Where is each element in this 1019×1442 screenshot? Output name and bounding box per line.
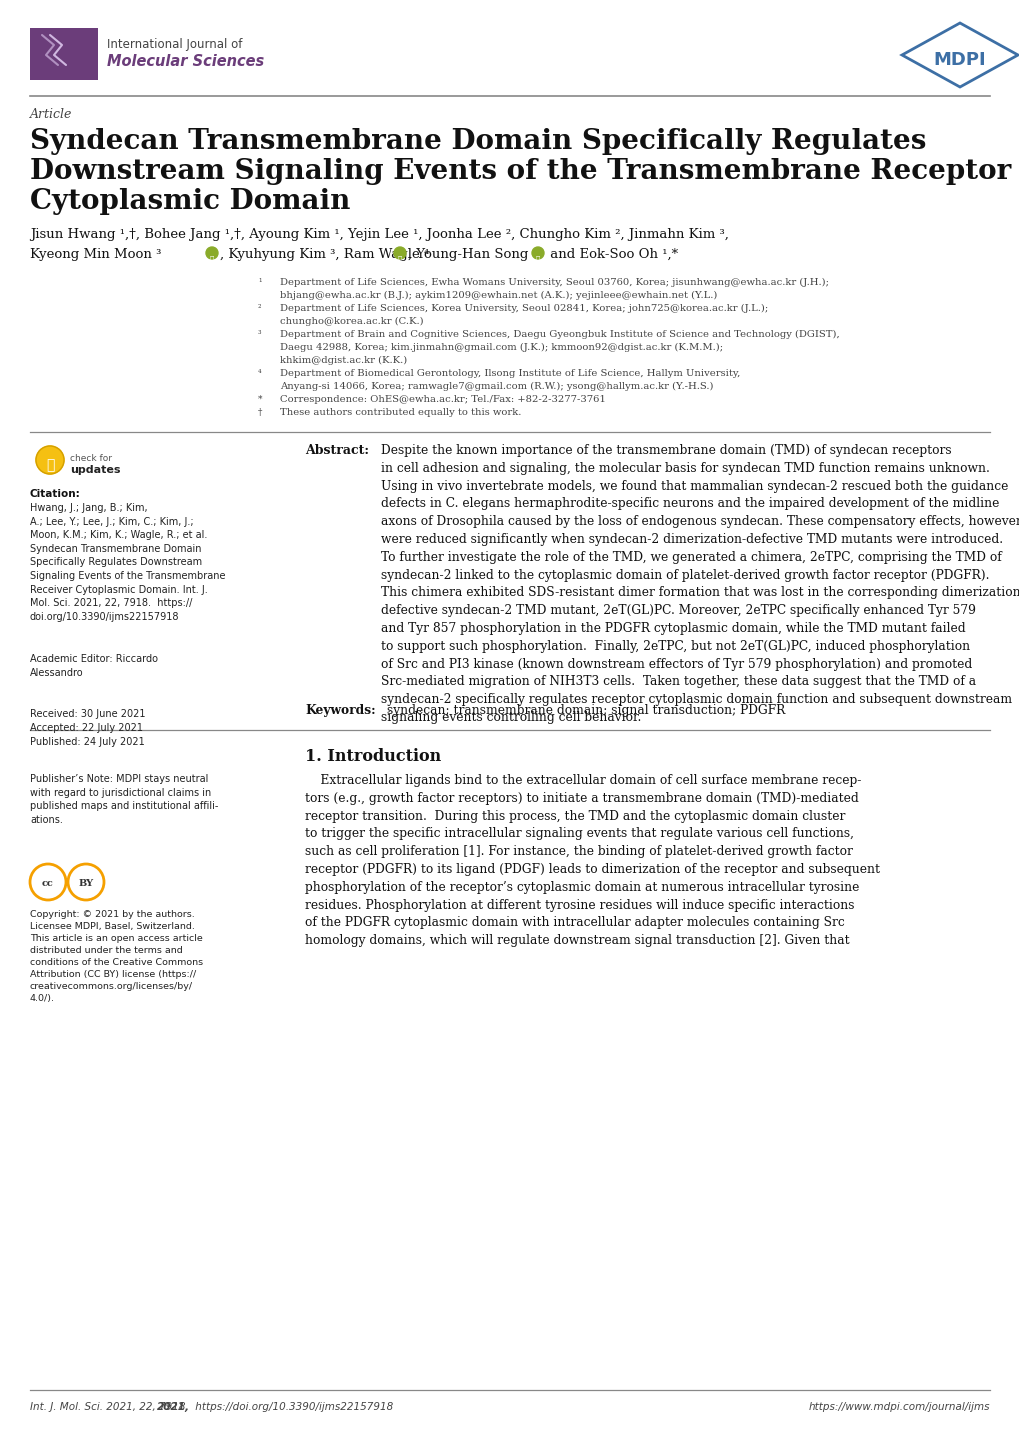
- Text: Despite the known importance of the transmembrane domain (TMD) of syndecan recep: Despite the known importance of the tran…: [381, 444, 1019, 724]
- Text: bhjang@ewha.ac.kr (B.J.); aykim1209@ewhain.net (A.K.); yejinleee@ewhain.net (Y.L: bhjang@ewha.ac.kr (B.J.); aykim1209@ewha…: [280, 291, 716, 300]
- Text: , Kyuhyung Kim ³, Ram Wagle ⁴: , Kyuhyung Kim ³, Ram Wagle ⁴: [220, 248, 429, 261]
- Text: Anyang-si 14066, Korea; ramwagle7@gmail.com (R.W.); ysong@hallym.ac.kr (Y.-H.S.): Anyang-si 14066, Korea; ramwagle7@gmail.…: [280, 382, 713, 391]
- Text: Academic Editor: Riccardo
Alessandro: Academic Editor: Riccardo Alessandro: [30, 655, 158, 678]
- Text: Int. J. Mol. Sci. 2021, 22, 7918.  https://doi.org/10.3390/ijms22157918: Int. J. Mol. Sci. 2021, 22, 7918. https:…: [30, 1402, 393, 1412]
- Text: chungho@korea.ac.kr (C.K.): chungho@korea.ac.kr (C.K.): [280, 317, 423, 326]
- Text: These authors contributed equally to this work.: These authors contributed equally to thi…: [280, 408, 521, 417]
- Text: Citation:: Citation:: [30, 489, 81, 499]
- Circle shape: [30, 864, 66, 900]
- Text: International Journal of: International Journal of: [107, 37, 243, 50]
- Circle shape: [36, 446, 64, 474]
- Text: Published: 24 July 2021: Published: 24 July 2021: [30, 737, 145, 747]
- Text: Publisher’s Note: MDPI stays neutral
with regard to jurisdictional claims in
pub: Publisher’s Note: MDPI stays neutral wit…: [30, 774, 218, 825]
- Text: ✓: ✓: [397, 254, 401, 262]
- Text: ¹: ¹: [258, 278, 261, 287]
- Text: Department of Biomedical Gerontology, Ilsong Institute of Life Science, Hallym U: Department of Biomedical Gerontology, Il…: [280, 369, 740, 378]
- Text: BY: BY: [78, 880, 94, 888]
- Text: Daegu 42988, Korea; kim.jinmahn@gmail.com (J.K.); kmmoon92@dgist.ac.kr (K.M.M.);: Daegu 42988, Korea; kim.jinmahn@gmail.co…: [280, 343, 722, 352]
- Text: check for: check for: [70, 454, 112, 463]
- Polygon shape: [901, 23, 1017, 87]
- Text: ²: ²: [258, 304, 261, 313]
- Text: ✔: ✔: [46, 459, 54, 472]
- Text: , Young-Han Song ⁴: , Young-Han Song ⁴: [408, 248, 537, 261]
- Text: and Eok-Soo Oh ¹,*: and Eok-Soo Oh ¹,*: [545, 248, 678, 261]
- Text: Department of Brain and Cognitive Sciences, Daegu Gyeongbuk Institute of Science: Department of Brain and Cognitive Scienc…: [280, 330, 839, 339]
- Text: Copyright: © 2021 by the authors.
Licensee MDPI, Basel, Switzerland.
This articl: Copyright: © 2021 by the authors. Licens…: [30, 910, 203, 1002]
- Circle shape: [532, 247, 543, 260]
- Text: *: *: [258, 395, 262, 404]
- Text: Hwang, J.; Jang, B.; Kim,
A.; Lee, Y.; Lee, J.; Kim, C.; Kim, J.;
Moon, K.M.; Ki: Hwang, J.; Jang, B.; Kim, A.; Lee, Y.; L…: [30, 503, 225, 622]
- Circle shape: [68, 864, 104, 900]
- Text: khkim@dgist.ac.kr (K.K.): khkim@dgist.ac.kr (K.K.): [280, 356, 407, 365]
- Text: Department of Life Sciences, Korea University, Seoul 02841, Korea; john725@korea: Department of Life Sciences, Korea Unive…: [280, 304, 767, 313]
- Text: Downstream Signaling Events of the Transmembrane Receptor: Downstream Signaling Events of the Trans…: [30, 159, 1010, 185]
- Text: Jisun Hwang ¹,†, Bohee Jang ¹,†, Ayoung Kim ¹, Yejin Lee ¹, Joonha Lee ², Chungh: Jisun Hwang ¹,†, Bohee Jang ¹,†, Ayoung …: [30, 228, 729, 241]
- Text: Department of Life Sciences, Ewha Womans University, Seoul 03760, Korea; jisunhw: Department of Life Sciences, Ewha Womans…: [280, 278, 828, 287]
- Text: Article: Article: [30, 108, 72, 121]
- Text: ⁴: ⁴: [258, 369, 261, 378]
- Text: 2021,: 2021,: [157, 1402, 190, 1412]
- Text: Kyeong Min Moon ³: Kyeong Min Moon ³: [30, 248, 161, 261]
- Text: 1. Introduction: 1. Introduction: [305, 748, 441, 766]
- Text: updates: updates: [70, 464, 120, 474]
- Text: ✓: ✓: [210, 254, 214, 262]
- Text: Molecular Sciences: Molecular Sciences: [107, 53, 264, 69]
- Text: MDPI: MDPI: [932, 50, 985, 69]
- FancyBboxPatch shape: [30, 27, 98, 79]
- Text: Syndecan Transmembrane Domain Specifically Regulates: Syndecan Transmembrane Domain Specifical…: [30, 128, 925, 154]
- Text: syndecan; transmembrane domain; signal transduction; PDGFR: syndecan; transmembrane domain; signal t…: [386, 704, 785, 717]
- Text: Accepted: 22 July 2021: Accepted: 22 July 2021: [30, 722, 143, 733]
- Text: Received: 30 June 2021: Received: 30 June 2021: [30, 709, 146, 720]
- Text: Keywords:: Keywords:: [305, 704, 375, 717]
- Circle shape: [206, 247, 218, 260]
- Text: Correspondence: OhES@ewha.ac.kr; Tel./Fax: +82-2-3277-3761: Correspondence: OhES@ewha.ac.kr; Tel./Fa…: [280, 395, 605, 404]
- Text: ³: ³: [258, 330, 261, 339]
- Text: https://www.mdpi.com/journal/ijms: https://www.mdpi.com/journal/ijms: [808, 1402, 989, 1412]
- Circle shape: [393, 247, 406, 260]
- Text: cc: cc: [42, 880, 54, 888]
- Text: ✓: ✓: [535, 254, 540, 262]
- Text: †: †: [258, 408, 262, 417]
- Text: Abstract:: Abstract:: [305, 444, 369, 457]
- Text: Cytoplasmic Domain: Cytoplasmic Domain: [30, 187, 351, 215]
- Text: Extracellular ligands bind to the extracellular domain of cell surface membrane : Extracellular ligands bind to the extrac…: [305, 774, 879, 947]
